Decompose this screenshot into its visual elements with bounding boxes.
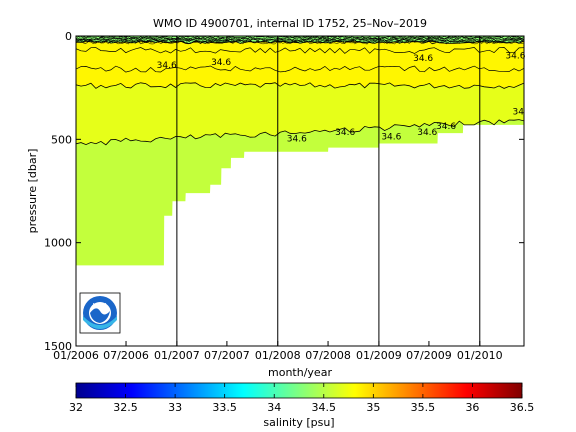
colorbar-tick-label: 35 bbox=[366, 401, 380, 414]
salinity-layer bbox=[76, 82, 524, 145]
colorbar-tick-label: 33.5 bbox=[212, 401, 237, 414]
x-tick-label: 07/2006 bbox=[103, 349, 149, 362]
contour-label: 34.6 bbox=[157, 61, 177, 71]
x-tick-label: 01/2007 bbox=[154, 349, 200, 362]
plot-frame bbox=[75, 35, 525, 347]
svg-text:NOAA: NOAA bbox=[93, 303, 108, 309]
colorbar-gradient bbox=[75, 382, 523, 399]
contour-label: 34.6 bbox=[413, 54, 433, 64]
colorbar-tick-label: 36 bbox=[465, 401, 479, 414]
contour-label: 34.6 bbox=[211, 58, 231, 68]
y-axis-label: pressure [dbar] bbox=[26, 149, 39, 234]
contour-line bbox=[76, 36, 524, 41]
colorbar-tick-label: 35.5 bbox=[411, 401, 436, 414]
contour-line bbox=[76, 65, 524, 73]
contour-label: 34 bbox=[512, 108, 524, 118]
colorbar-tick-label: 34.5 bbox=[312, 401, 337, 414]
x-tick-label: 01/2006 bbox=[53, 349, 99, 362]
contour-line bbox=[76, 38, 524, 42]
contour-label: 34.6 bbox=[381, 132, 401, 142]
contour-label: 34.6 bbox=[505, 52, 525, 62]
x-tick-label: 01/2008 bbox=[255, 349, 301, 362]
contour-label: 34.6 bbox=[287, 134, 307, 144]
contour-label: 34.6 bbox=[436, 122, 456, 132]
x-axis-label: month/year bbox=[268, 366, 332, 379]
x-tick-label: 07/2007 bbox=[204, 349, 250, 362]
colorbar: 32 32.5 33 33.5 34 34.5 35 35.5 36 36.5 salinity … bbox=[69, 382, 534, 429]
y-tick-label: 0 bbox=[65, 30, 72, 43]
year-marker-lines bbox=[176, 36, 481, 346]
colorbar-tick-label: 36.5 bbox=[510, 401, 535, 414]
y-tick-label: 1500 bbox=[44, 340, 72, 353]
colorbar-label: salinity [psu] bbox=[263, 416, 334, 429]
colorbar-ticks: 32 32.5 33 33.5 34 34.5 35 35.5 36 36.5 bbox=[69, 383, 534, 414]
x-tick-label: 01/2009 bbox=[356, 349, 402, 362]
contour-line bbox=[76, 37, 524, 41]
x-tick-label: 01/2010 bbox=[457, 349, 503, 362]
chart-title: WMO ID 4900701, internal ID 1752, 25–Nov… bbox=[153, 17, 427, 30]
contour-line bbox=[76, 47, 524, 54]
colorbar-tick-label: 32 bbox=[69, 401, 83, 414]
y-tick-label: 500 bbox=[51, 133, 72, 146]
contour-line bbox=[76, 119, 524, 146]
colorbar-tick-label: 33 bbox=[168, 401, 182, 414]
contour-label: 34.6 bbox=[417, 128, 437, 138]
contour-line bbox=[76, 40, 524, 45]
colorbar-tick-label: 32.5 bbox=[113, 401, 138, 414]
y-axis: 0 500 1000 1500 bbox=[44, 30, 524, 353]
y-tick-label: 1000 bbox=[44, 237, 72, 250]
contour-label: 34.6 bbox=[335, 128, 355, 138]
x-axis: 01/2006 07/2006 01/2007 07/2007 01/2008 07/20… bbox=[53, 36, 503, 362]
x-tick-label: 07/2009 bbox=[406, 349, 452, 362]
colorbar-tick-label: 34 bbox=[267, 401, 281, 414]
contour-line bbox=[76, 82, 524, 89]
x-tick-label: 07/2008 bbox=[305, 349, 351, 362]
noaa-logo: NOAA bbox=[79, 292, 121, 334]
